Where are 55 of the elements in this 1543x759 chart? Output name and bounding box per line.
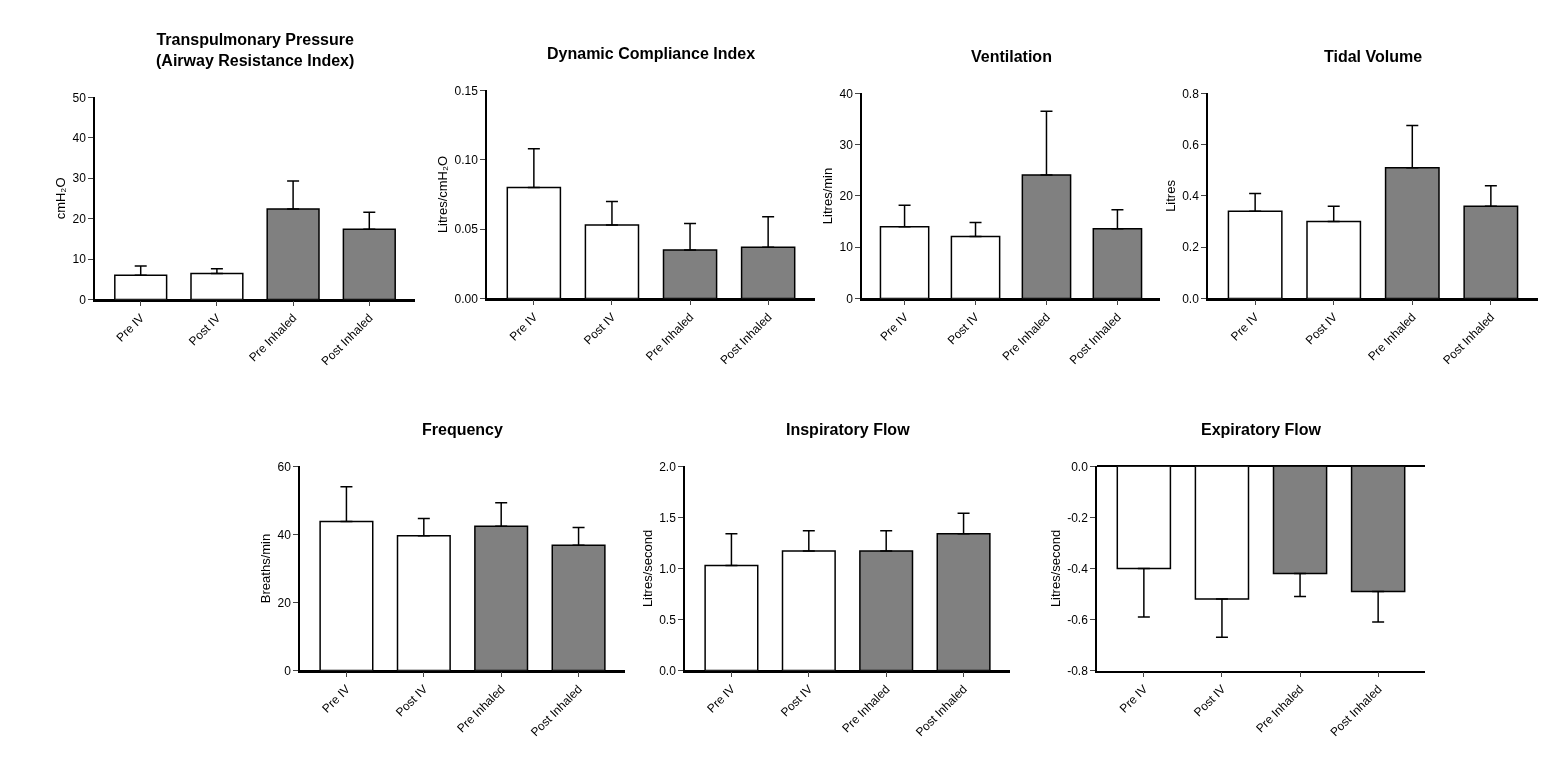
y-tick-label: 0.10 xyxy=(454,152,479,167)
y-tick-label: 2.0 xyxy=(659,459,677,474)
y-tick-label: 0 xyxy=(79,292,87,307)
y-tick-label: 0.0 xyxy=(659,663,677,678)
x-tick-label: Pre IV xyxy=(704,682,738,716)
y-tick-label: 40 xyxy=(839,86,854,101)
y-tick-label: 20 xyxy=(72,211,87,226)
x-tick-label: Pre IV xyxy=(319,682,353,716)
y-tick-label: 0.0 xyxy=(1071,459,1089,474)
y-tick-label: 0.00 xyxy=(454,291,479,306)
y-axis-title: Litres/second xyxy=(639,529,655,608)
y-tick-label: 0.15 xyxy=(454,83,479,98)
y-tick-label: 0 xyxy=(284,663,292,678)
y-tick-label: 40 xyxy=(72,130,87,145)
y-axis-title: cmH₂O xyxy=(52,177,68,220)
chart-title: Transpulmonary Pressure (Airway Resistance Index) xyxy=(156,31,355,69)
y-tick-label: 10 xyxy=(839,240,854,255)
y-tick-label: 20 xyxy=(839,189,854,204)
y-axis-title: Breaths/min xyxy=(257,533,273,604)
y-axis-title: Litres/cmH₂O xyxy=(434,155,450,234)
y-axis-title: Litres/min xyxy=(819,167,835,225)
y-tick-label: 0.5 xyxy=(659,612,677,627)
y-tick-label: 0.05 xyxy=(454,222,479,237)
y-tick-label: 1.5 xyxy=(659,510,677,525)
x-tick-label: Pre IV xyxy=(113,311,148,345)
y-tick-label: 40 xyxy=(277,527,292,542)
y-tick-label: 0.2 xyxy=(1182,240,1200,255)
y-axis-title: Litres xyxy=(1162,179,1178,212)
chart-title: Dynamic Compliance Index xyxy=(547,45,756,62)
y-tick-label: 30 xyxy=(839,137,854,152)
y-tick-label: -0.8 xyxy=(1067,663,1089,678)
y-tick-label: -0.6 xyxy=(1067,612,1089,627)
y-tick-label: 60 xyxy=(277,459,292,474)
y-tick-label: -0.2 xyxy=(1067,510,1089,525)
y-tick-label: 0 xyxy=(846,291,854,306)
x-tick-label: Pre IV xyxy=(877,310,911,344)
chart-title: Tidal Volume xyxy=(1324,48,1423,65)
y-tick-label: 30 xyxy=(72,171,87,186)
chart-title: Frequency xyxy=(422,421,504,438)
y-axis-title: Litres/second xyxy=(1047,529,1063,608)
chart-title: Expiratory Flow xyxy=(1201,421,1322,438)
y-tick-label: 20 xyxy=(277,595,292,610)
x-tick-label: Pre IV xyxy=(1228,310,1262,344)
chart-title: Inspiratory Flow xyxy=(786,421,911,438)
y-tick-label: 0.4 xyxy=(1182,189,1200,204)
y-tick-label: 1.0 xyxy=(659,561,677,576)
x-tick-label: Pre IV xyxy=(1116,682,1151,716)
y-tick-label: 0.6 xyxy=(1182,137,1200,152)
chart-title: Ventilation xyxy=(971,48,1052,65)
y-tick-label: 0.8 xyxy=(1182,86,1200,101)
y-tick-label: 0.0 xyxy=(1182,291,1200,306)
y-tick-label: -0.4 xyxy=(1067,561,1089,576)
x-tick-label: Pre IV xyxy=(506,310,541,344)
y-tick-label: 10 xyxy=(72,252,87,267)
y-tick-label: 50 xyxy=(72,90,87,105)
